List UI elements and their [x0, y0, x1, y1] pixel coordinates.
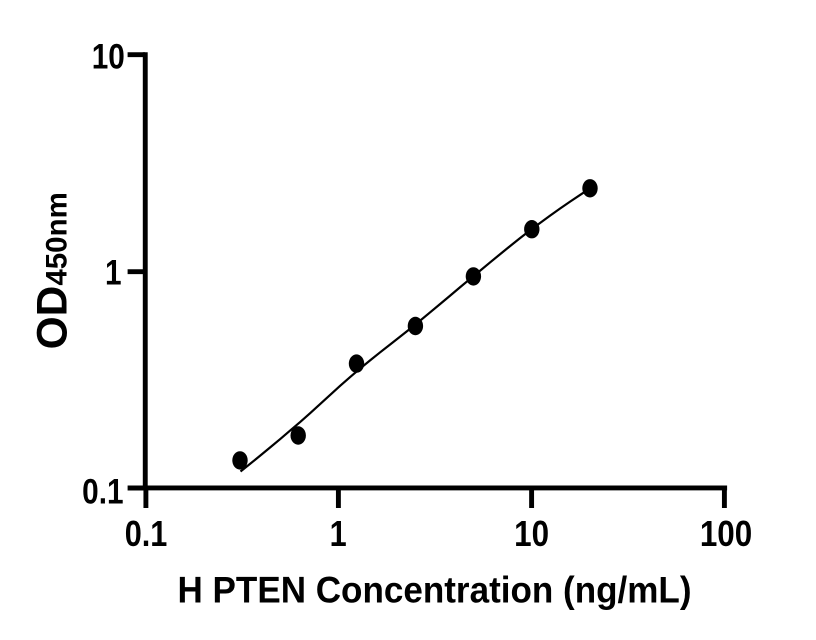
svg-text:1: 1 [330, 514, 347, 555]
svg-text:1: 1 [105, 253, 122, 292]
svg-text:10: 10 [514, 514, 549, 555]
svg-text:H PTEN Concentration (ng/mL): H PTEN Concentration (ng/mL) [178, 569, 692, 610]
svg-text:10: 10 [92, 37, 125, 76]
svg-text:0.1: 0.1 [125, 514, 168, 555]
svg-text:0.1: 0.1 [82, 472, 123, 511]
svg-text:100: 100 [700, 514, 752, 555]
svg-text:OD450nm: OD450nm [29, 192, 76, 349]
